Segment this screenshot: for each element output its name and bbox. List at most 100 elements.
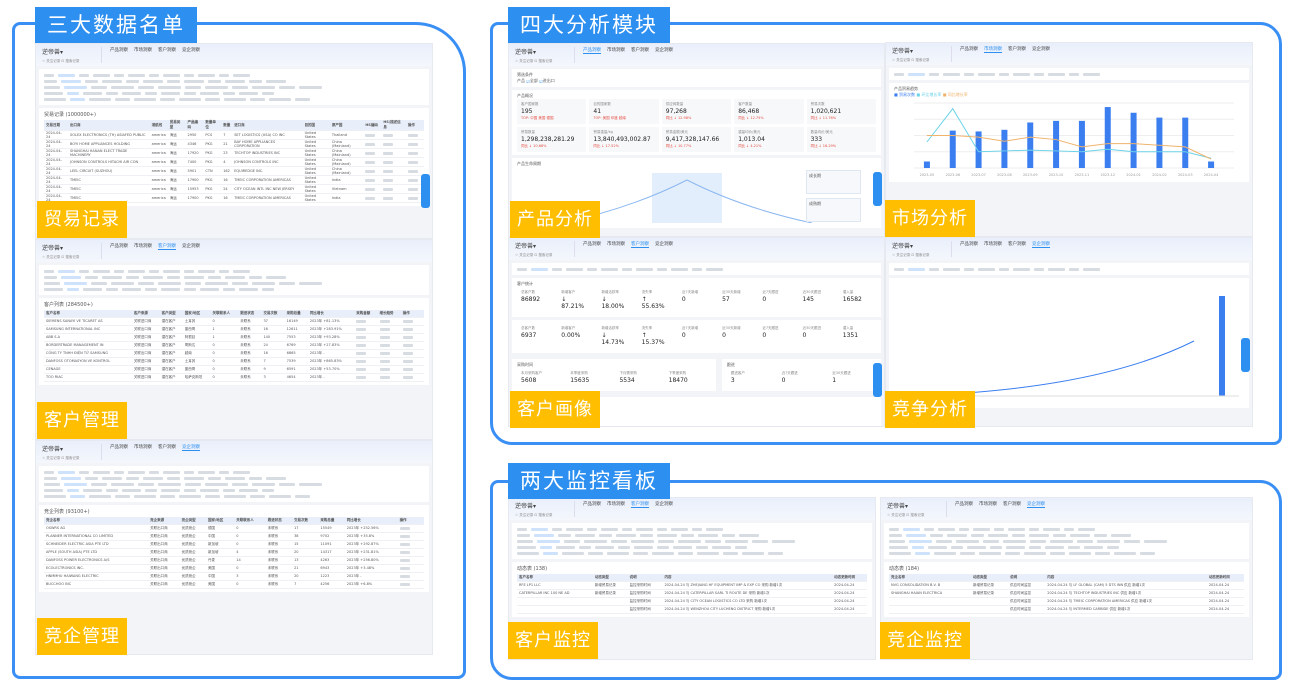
filter-option[interactable] [1013, 72, 1030, 76]
filter-option[interactable] [122, 488, 141, 492]
column-header[interactable]: 动态更新时间 [1206, 574, 1244, 582]
filter-option[interactable] [295, 494, 310, 498]
filter-option[interactable] [994, 527, 1004, 531]
filter-option[interactable] [1068, 545, 1080, 549]
filter-option[interactable] [126, 476, 139, 480]
filter-option[interactable] [262, 287, 274, 291]
column-header[interactable]: 贸易类型 [167, 120, 186, 131]
filter-option[interactable] [198, 73, 215, 77]
column-header[interactable]: 内容 [1045, 574, 1207, 582]
table-row[interactable]: APPLE (SOUTH ASIA) PTE LTD 关联出口商 优质竞企 新加坡 4 未… [44, 548, 424, 557]
filter-option[interactable] [929, 72, 939, 76]
filter-option[interactable] [160, 494, 175, 498]
stage-card[interactable]: 成熟期 [806, 198, 861, 222]
column-header[interactable]: 说明 [627, 574, 663, 582]
filter-option[interactable] [114, 269, 124, 273]
filter-option[interactable] [223, 91, 235, 95]
table-row[interactable]: 供应时间监控 2024-04-24 与 INTERMED CARBIDE 供应 新… [889, 605, 1244, 614]
brand-menu[interactable]: 逆帝兽▾ ☆ 关注记录 ⊡ 搜索记录 [887, 501, 947, 517]
filter-option[interactable] [61, 476, 81, 480]
filter-option[interactable] [89, 97, 111, 101]
filter-option[interactable] [1034, 72, 1044, 76]
main-tab[interactable]: 客户洞察 [631, 502, 649, 508]
filter-option[interactable] [912, 545, 924, 549]
filter-option[interactable] [224, 494, 246, 498]
filter-option[interactable] [928, 545, 947, 549]
filter-option[interactable] [768, 551, 783, 555]
filter-option[interactable] [636, 267, 653, 271]
filter-option[interactable] [115, 494, 130, 498]
filter-option[interactable] [223, 488, 235, 492]
filter-option[interactable] [894, 72, 904, 76]
filter-option[interactable] [102, 79, 122, 83]
brand-menu[interactable]: 逆帝兽▾ ☆ 关注记录 ⊡ 搜索记录 [42, 444, 102, 460]
column-header[interactable]: 港航线 [149, 120, 168, 131]
filter-option[interactable] [79, 269, 89, 273]
column-header[interactable]: 出口商 [68, 120, 150, 131]
filter-option[interactable] [102, 476, 122, 480]
main-tab[interactable]: 客户洞察 [631, 242, 649, 248]
filter-option[interactable] [906, 533, 926, 537]
filter-option[interactable] [938, 527, 955, 531]
filter-option[interactable] [999, 267, 1009, 271]
filter-option[interactable] [959, 527, 969, 531]
filter-option[interactable] [205, 281, 228, 285]
filter-option[interactable] [79, 73, 89, 77]
filter-option[interactable] [44, 73, 54, 77]
filter-option[interactable] [657, 267, 667, 271]
filter-option[interactable] [58, 470, 75, 474]
filter-option[interactable] [138, 482, 154, 486]
filter-option[interactable] [1006, 545, 1025, 549]
filter-option[interactable] [531, 267, 548, 271]
main-tab[interactable]: 客户洞察 [158, 244, 176, 250]
filter-option[interactable] [262, 91, 274, 95]
filter-option[interactable] [232, 482, 248, 486]
online-service-button[interactable] [873, 363, 882, 397]
filter-option[interactable] [93, 470, 110, 474]
main-tab[interactable]: 产品洞察 [583, 242, 601, 247]
column-header[interactable]: 客户名称 [44, 310, 132, 318]
column-header[interactable]: 竞企类型 [179, 517, 206, 525]
filter-option[interactable] [239, 488, 258, 492]
filter-option[interactable] [266, 79, 286, 83]
filter-option[interactable] [611, 539, 627, 543]
filter-option[interactable] [184, 79, 204, 83]
filter-option[interactable] [128, 470, 145, 474]
filter-option[interactable] [205, 97, 220, 101]
filter-option[interactable] [299, 482, 322, 486]
checkbox[interactable]: ☑ [526, 78, 530, 84]
brand-menu[interactable]: 逆帝兽▾ ☆ 关注记录 ⊡ 搜索记录 [42, 243, 102, 259]
main-tab[interactable]: 客户洞察 [1003, 502, 1021, 507]
filter-option[interactable] [184, 470, 194, 474]
filter-option[interactable] [106, 287, 118, 291]
filter-option[interactable] [219, 470, 229, 474]
filter-option[interactable] [106, 91, 118, 95]
main-tab[interactable]: 市场洞察 [607, 502, 625, 507]
filter-option[interactable] [924, 527, 934, 531]
table-row[interactable]: 2024-04-24 TMEIC america 海运 15953 PKG 24 CITY O… [44, 184, 424, 194]
filter-option[interactable] [692, 527, 702, 531]
filter-option[interactable] [531, 527, 548, 531]
filter-option[interactable] [239, 287, 258, 291]
filter-option[interactable] [517, 551, 539, 555]
filter-option[interactable] [1114, 551, 1136, 555]
filter-option[interactable] [61, 79, 81, 83]
online-service-button[interactable] [421, 174, 430, 208]
filter-option[interactable] [232, 281, 248, 285]
filter-option[interactable] [631, 539, 654, 543]
brand-menu[interactable]: 逆帝兽▾ ☆ 关注记录 ⊡ 搜索记录 [42, 47, 102, 63]
filter-option[interactable] [673, 545, 692, 549]
column-header[interactable]: 目的国 [302, 120, 330, 131]
filter-option[interactable] [1003, 539, 1026, 543]
table-row[interactable]: SIEMENS SANAYI VE TICARET AS 关联进口商 潜在客户 土耳其… [44, 317, 424, 326]
column-header[interactable]: 交易次数 [261, 310, 285, 318]
filter-option[interactable] [903, 527, 920, 531]
main-tab[interactable]: 市场洞察 [134, 244, 152, 249]
brand-menu[interactable]: 逆帝兽▾ ☆ 关注记录 ⊡ 搜索记录 [515, 47, 575, 63]
filter-option[interactable] [252, 85, 275, 89]
filter-option[interactable] [1094, 533, 1107, 537]
main-tab[interactable]: 市场洞察 [607, 242, 625, 247]
column-header[interactable]: 动态类型 [592, 574, 628, 582]
filter-option[interactable] [636, 527, 653, 531]
filter-option[interactable] [205, 85, 228, 89]
